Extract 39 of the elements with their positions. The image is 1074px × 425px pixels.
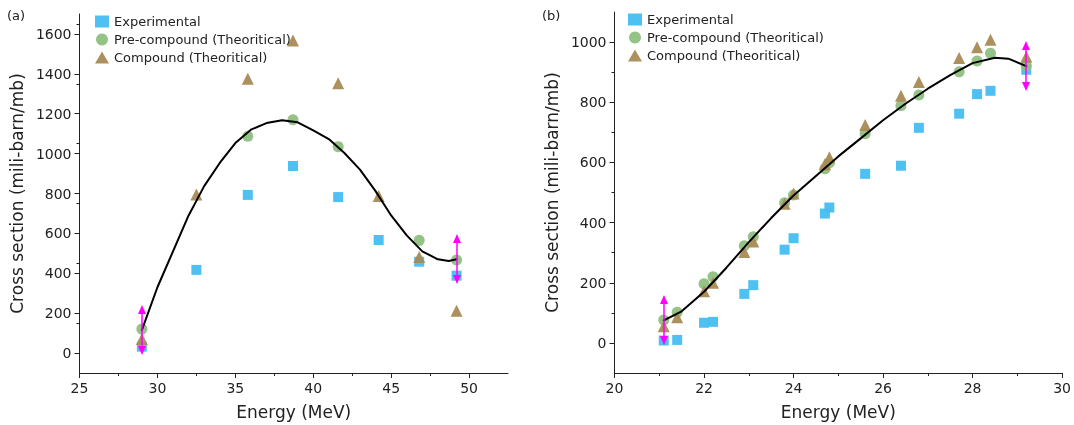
y-tick-label: 400 [44, 265, 72, 282]
legend-label: Pre-compound (Theoritical) [647, 30, 824, 45]
y-axis-title: Cross section (mili-barn/mb) [541, 72, 562, 313]
y-tick-label: 1000 [35, 145, 72, 162]
x-tick-label: 26 [874, 380, 893, 396]
y-tick-label: 200 [579, 274, 607, 291]
y-tick-label: 1400 [35, 65, 72, 82]
legend-label: Pre-compound (Theoritical) [114, 32, 291, 47]
y-tick-label: 1600 [35, 25, 72, 42]
legend-label: Experimental [647, 12, 734, 27]
y-tick-label: 200 [44, 305, 72, 322]
y-tick-label: 0 [62, 345, 72, 362]
x-tick-label: 35 [226, 380, 245, 396]
x-tick-label: 24 [784, 380, 803, 396]
y-axis-title: Cross section (mili-barn/mb) [6, 73, 27, 314]
y-tick-label: 1000 [570, 34, 607, 51]
x-axis-title: Energy (MeV) [236, 401, 352, 422]
y-tick-label: 800 [579, 94, 607, 111]
y-tick-label: 600 [579, 154, 607, 171]
y-tick-label: 400 [579, 214, 607, 231]
chart-title: (a) [7, 8, 26, 23]
y-tick-label: 600 [44, 225, 72, 242]
chart-title: (b) [542, 8, 561, 23]
x-tick-label: 28 [963, 380, 982, 396]
y-tick-label: 800 [44, 185, 72, 202]
x-tick-label: 40 [304, 380, 323, 396]
x-axis-title: Energy (MeV) [780, 401, 896, 422]
legend-label: Compound (Theoritical) [114, 50, 268, 65]
legend-label: Compound (Theoritical) [647, 48, 801, 63]
x-tick-label: 50 [460, 380, 478, 396]
x-tick-label: 30 [1053, 380, 1072, 396]
y-tick-label: 1200 [35, 105, 72, 122]
x-tick-label: 45 [382, 380, 401, 396]
x-tick-label: 20 [605, 380, 624, 396]
x-tick-label: 25 [70, 380, 89, 396]
x-tick-label: 22 [695, 380, 713, 396]
legend-label: Experimental [114, 14, 201, 29]
x-tick-label: 30 [148, 380, 167, 396]
y-tick-label: 0 [597, 334, 607, 351]
